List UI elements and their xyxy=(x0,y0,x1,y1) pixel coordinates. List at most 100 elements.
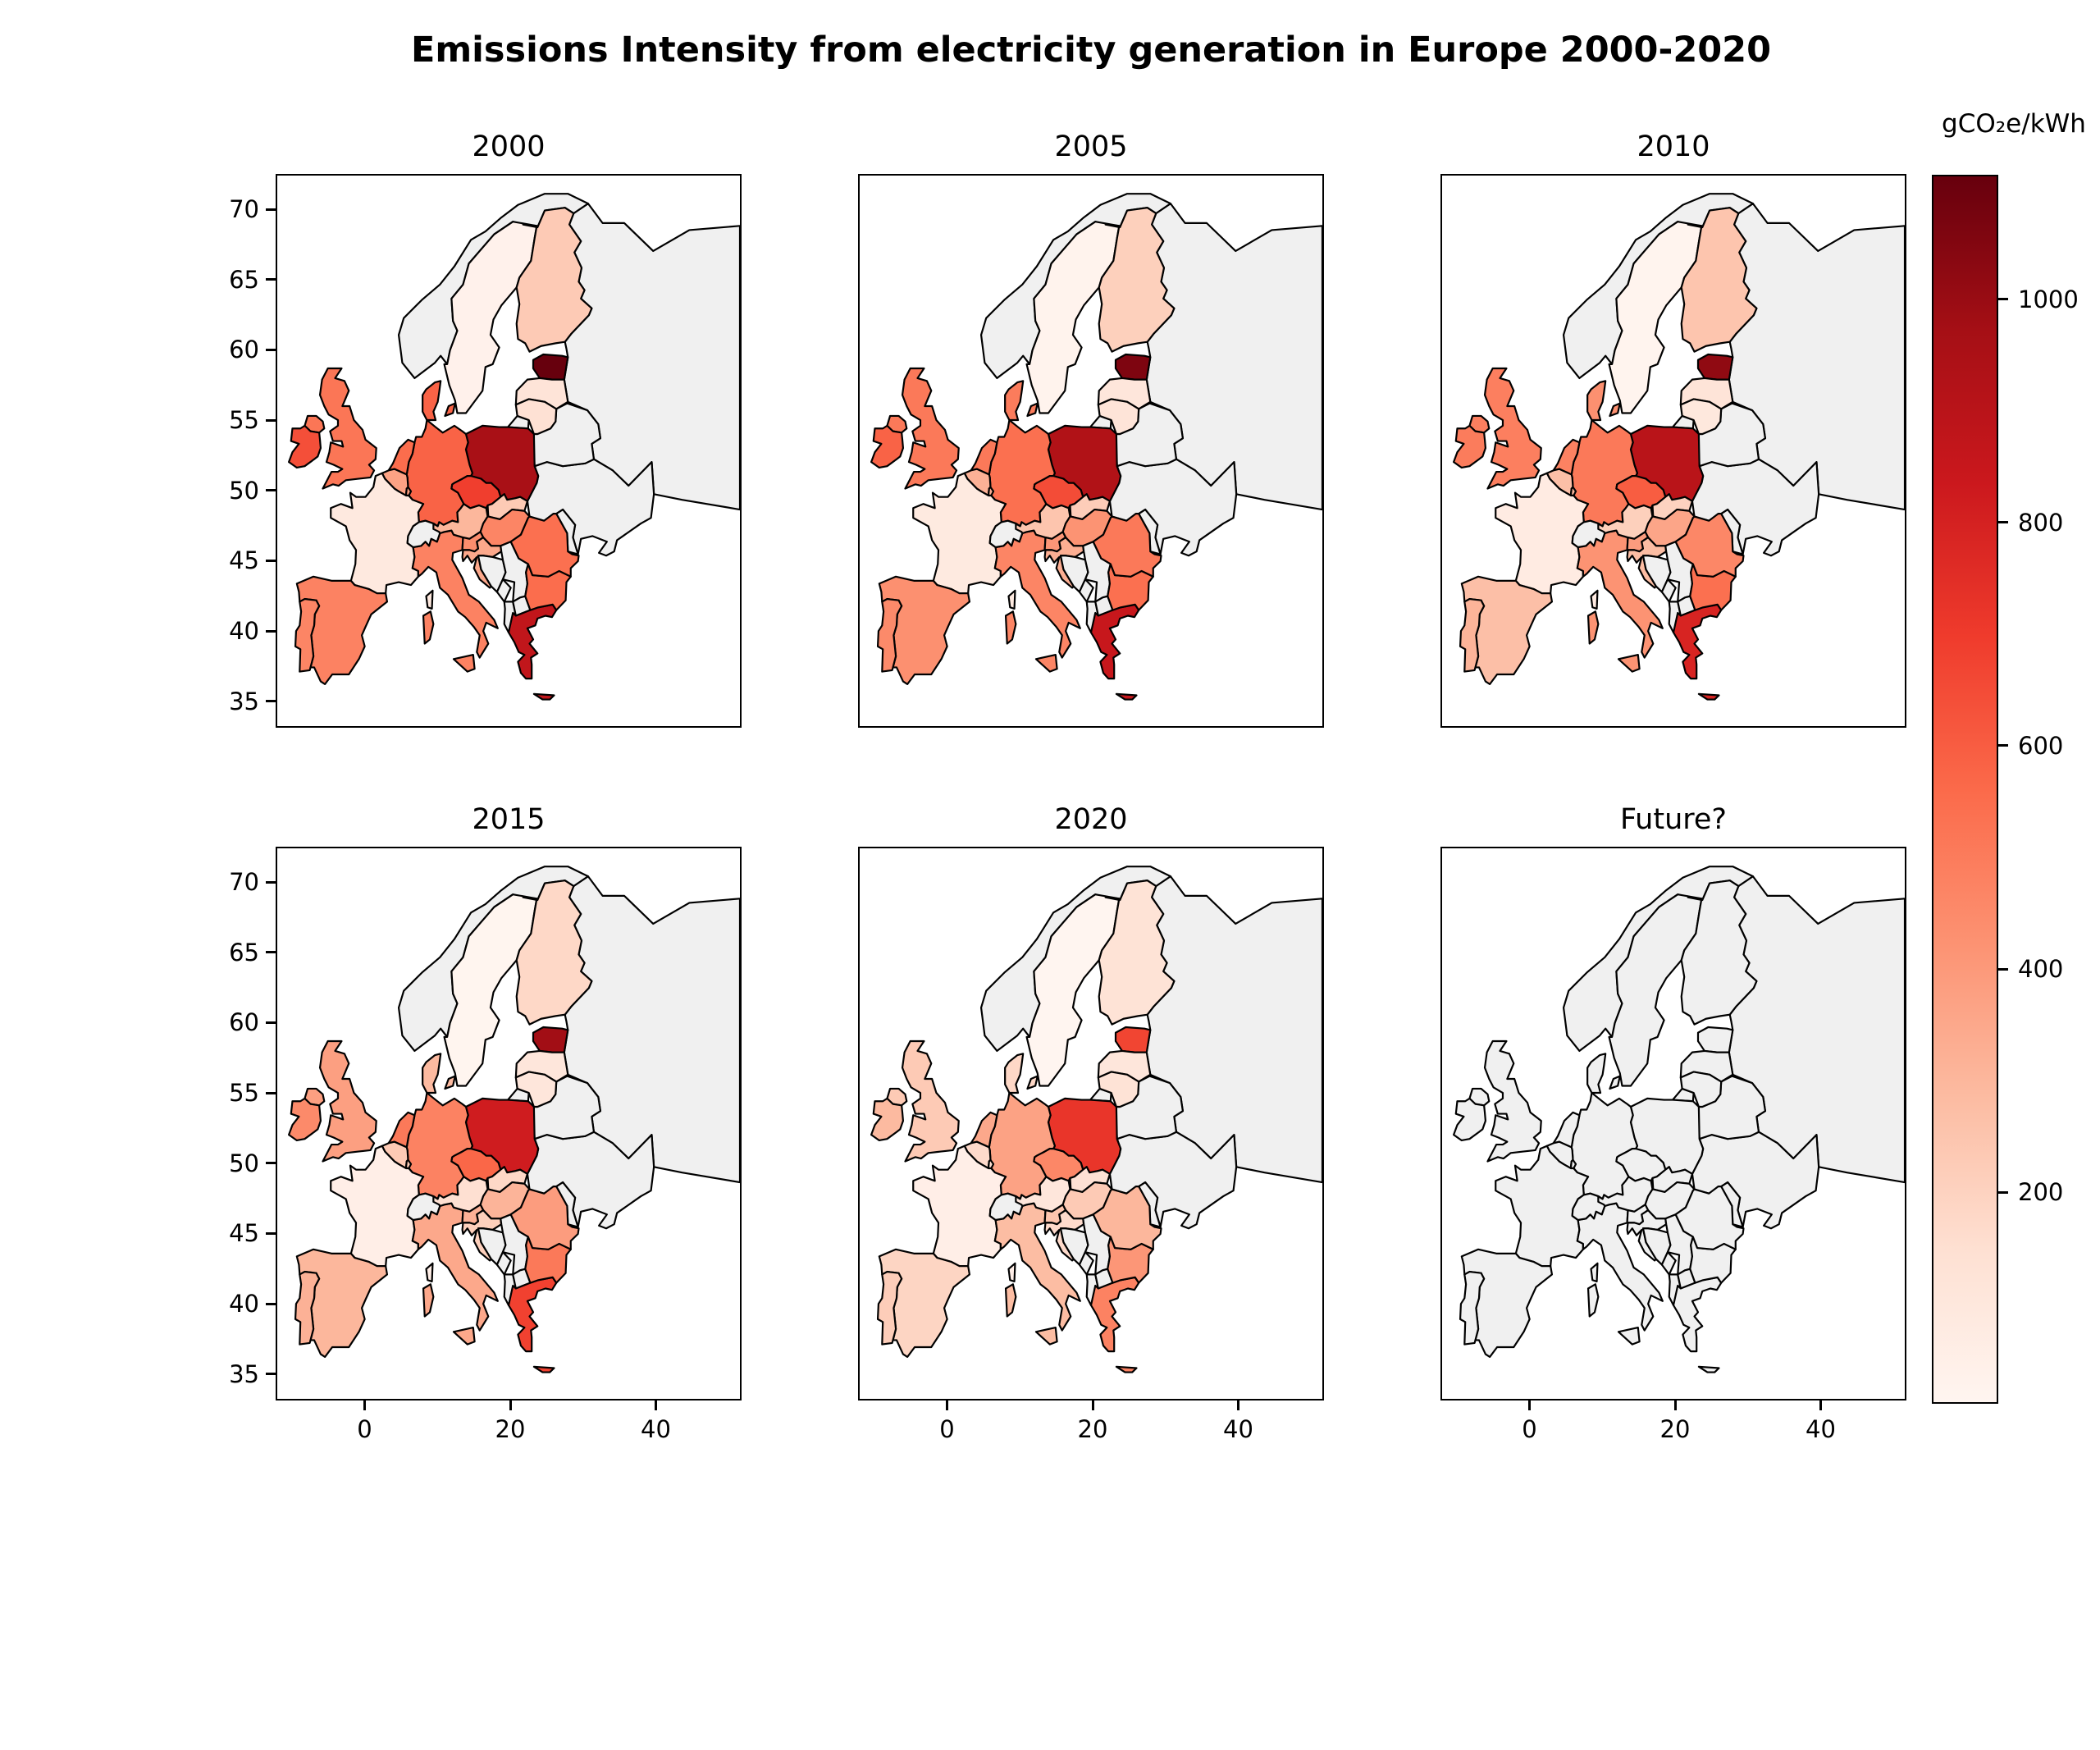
x-tick-label: 40 xyxy=(1806,1415,1836,1443)
country-lithuania xyxy=(1679,1071,1723,1108)
country-italy xyxy=(1576,529,1664,673)
country-austria xyxy=(1015,1176,1071,1213)
country-estonia xyxy=(532,353,569,381)
country-greece xyxy=(1089,603,1140,701)
country-denmark xyxy=(1586,380,1621,422)
country-finland xyxy=(1098,880,1176,1026)
y-tick-mark xyxy=(266,880,276,884)
y-tick-label: 65 xyxy=(229,265,259,294)
country-ireland xyxy=(870,1097,905,1142)
country-estonia xyxy=(1114,1026,1152,1053)
country-czechia xyxy=(450,475,502,509)
europe-map-Future xyxy=(1453,866,1905,1373)
y-tick-label: 35 xyxy=(229,687,259,715)
subplot-title: 2010 xyxy=(1637,130,1710,163)
country-switzerland xyxy=(1571,519,1606,549)
y-tick-mark xyxy=(266,1373,276,1376)
map-panel-2005: 2005 xyxy=(858,130,1324,728)
subplot-title: 2005 xyxy=(1054,130,1128,163)
y-tick-label: 50 xyxy=(229,476,259,505)
country-montenegro xyxy=(495,578,512,603)
country-ireland xyxy=(1453,1097,1487,1142)
country-switzerland xyxy=(988,1192,1024,1222)
country-lithuania xyxy=(1097,398,1140,436)
country-portugal xyxy=(294,597,321,673)
europe-map-2010 xyxy=(1453,193,1905,701)
country-france xyxy=(1495,1145,1599,1283)
x-tick-label: 0 xyxy=(939,1415,955,1443)
country-romania xyxy=(1092,513,1162,578)
y-tick-label: 55 xyxy=(229,406,259,435)
y-tick-label: 45 xyxy=(229,546,259,575)
country-portugal xyxy=(876,1270,903,1346)
y-tick-mark xyxy=(266,489,276,492)
x-tick-mark xyxy=(509,1400,512,1410)
country-united-kingdom xyxy=(304,1039,377,1163)
country-switzerland xyxy=(1571,1192,1606,1222)
x-tick-mark xyxy=(655,1400,657,1410)
y-tick-label: 50 xyxy=(229,1149,259,1177)
country-denmark xyxy=(422,1053,456,1094)
country-france xyxy=(912,472,1016,610)
colorbar-tick-label: 800 xyxy=(2018,508,2064,537)
country-italy xyxy=(1576,1202,1664,1346)
country-greece xyxy=(1089,1276,1140,1373)
colorbar-tick-mark xyxy=(1998,1190,2008,1194)
country-czechia xyxy=(450,1148,502,1182)
country-france xyxy=(912,1145,1016,1283)
country-montenegro xyxy=(1660,1251,1677,1276)
country-portugal xyxy=(876,597,903,673)
y-tick-mark xyxy=(266,1091,276,1094)
country-romania xyxy=(1674,513,1745,578)
country-portugal xyxy=(1459,1270,1486,1346)
country-finland xyxy=(1098,207,1176,353)
colorbar-label: gCO₂e/kWh xyxy=(1942,109,2086,139)
country-czechia xyxy=(1033,475,1084,509)
x-tick-label: 20 xyxy=(1077,1415,1108,1443)
colorbar-tick-mark xyxy=(1998,521,2008,524)
country-greece xyxy=(1672,603,1723,701)
y-tick-label: 70 xyxy=(229,868,259,897)
country-romania xyxy=(509,1186,580,1250)
country-austria xyxy=(1015,503,1071,540)
europe-map-2000 xyxy=(288,193,740,701)
country-czechia xyxy=(1615,1148,1667,1182)
country-lithuania xyxy=(514,398,558,436)
country-romania xyxy=(509,513,580,578)
country-greece xyxy=(1672,1276,1723,1373)
x-tick-label: 0 xyxy=(357,1415,372,1443)
country-finland xyxy=(515,880,593,1026)
x-tick-mark xyxy=(1528,1400,1531,1410)
country-denmark xyxy=(422,380,456,422)
y-tick-mark xyxy=(266,1231,276,1235)
country-portugal xyxy=(1459,597,1486,673)
x-tick-mark xyxy=(1237,1400,1239,1410)
y-tick-label: 45 xyxy=(229,1219,259,1248)
country-portugal xyxy=(294,1270,321,1346)
y-tick-mark xyxy=(266,700,276,703)
country-united-kingdom xyxy=(1468,1039,1542,1163)
y-tick-mark xyxy=(266,1021,276,1024)
y-tick-label: 65 xyxy=(229,938,259,966)
map-panel-2010: 2010 xyxy=(1440,130,1906,728)
y-tick-label: 60 xyxy=(229,336,259,364)
europe-map-2015 xyxy=(288,866,740,1373)
y-tick-label: 70 xyxy=(229,195,259,224)
x-tick-label: 0 xyxy=(1522,1415,1537,1443)
y-tick-mark xyxy=(266,1162,276,1165)
y-tick-mark xyxy=(266,418,276,422)
country-france xyxy=(330,472,434,610)
country-estonia xyxy=(1114,353,1152,381)
subplot-title: 2000 xyxy=(472,130,546,163)
subplot-title: 2015 xyxy=(472,803,546,836)
country-united-kingdom xyxy=(1468,367,1542,490)
country-united-kingdom xyxy=(304,367,377,490)
x-tick-label: 20 xyxy=(1659,1415,1691,1443)
country-finland xyxy=(1680,207,1758,353)
europe-map-2020 xyxy=(870,866,1322,1373)
country-switzerland xyxy=(406,519,441,549)
colorbar-tick-label: 600 xyxy=(2018,731,2064,760)
country-finland xyxy=(1680,880,1758,1026)
country-ireland xyxy=(1453,424,1487,469)
country-austria xyxy=(432,1176,489,1213)
